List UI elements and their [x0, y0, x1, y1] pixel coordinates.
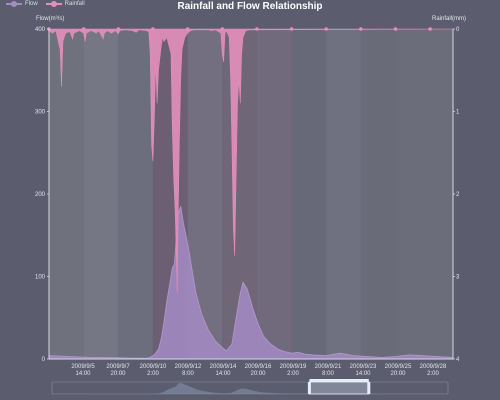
legend-item-flow[interactable]: Flow [6, 1, 38, 7]
background-band-0 [49, 29, 84, 359]
x-tick-time-0: 14:00 [75, 371, 91, 377]
background-band-2 [118, 29, 153, 359]
left-tick-label-0: 0 [42, 357, 46, 363]
chart-title: Rainfall and Flow Relationship [177, 1, 323, 12]
rainfall-marker-2 [116, 27, 121, 31]
x-tick-time-7: 8:00 [322, 371, 334, 377]
right-tick-label-3: 3 [456, 275, 460, 281]
rainfall-marker-11 [428, 27, 432, 31]
flow-area [48, 206, 454, 360]
background-band-8 [326, 29, 361, 359]
rainfall-marker-7 [289, 27, 294, 31]
legend-label-flow: Flow [25, 1, 38, 7]
x-tick-date-8: 2009/9/23 [350, 364, 377, 370]
rainfall-marker-8 [324, 27, 328, 31]
flow-legend-swatch [6, 1, 22, 7]
left-tick-label-100: 100 [35, 275, 46, 281]
x-tick-time-8: 14:00 [355, 371, 371, 377]
background-band-10 [395, 29, 453, 359]
left-tick-label-400: 400 [35, 27, 46, 33]
legend-item-rainfall[interactable]: Rainfall [45, 1, 85, 7]
rainfall-marker-6 [255, 27, 259, 31]
right-axis-name: Rainfall(mm) [431, 16, 466, 22]
x-tick-time-3: 8:00 [182, 371, 194, 377]
legend-label-rainfall: Rainfall [64, 1, 85, 7]
background-band-6 [256, 29, 292, 359]
x-tick-date-2: 2009/9/10 [140, 364, 167, 370]
x-tick-date-10: 2009/9/28 [420, 364, 447, 370]
legend: Flow Rainfall [6, 1, 85, 7]
x-tick-date-5: 2009/9/16 [245, 364, 272, 370]
x-tick-time-6: 2:00 [287, 371, 299, 377]
rainfall-area [48, 28, 454, 294]
left-axis-name: Flow(m³/s) [36, 16, 65, 22]
zoom-handle-right[interactable] [367, 382, 371, 394]
x-tick-date-9: 2009/9/25 [385, 364, 412, 370]
right-tick-label-0: 0 [456, 27, 460, 33]
background-band-1 [83, 29, 119, 359]
zoom-move-handle[interactable] [309, 379, 369, 382]
x-tick-date-4: 2009/9/14 [210, 364, 237, 370]
x-tick-time-1: 20:00 [110, 371, 126, 377]
x-tick-time-9: 20:00 [390, 371, 406, 377]
x-tick-time-4: 14:00 [215, 371, 231, 377]
rainfall-marker-9 [359, 27, 363, 31]
zoom-handle-left[interactable] [307, 382, 311, 394]
zoom-preview [52, 382, 448, 394]
background-band-7 [291, 29, 327, 359]
x-tick-date-0: 2009/9/5 [71, 364, 95, 370]
right-tick-label-4: 4 [456, 357, 460, 363]
rainfall-marker-1 [81, 27, 86, 31]
right-tick-label-1: 1 [456, 110, 460, 116]
x-tick-time-2: 2:00 [147, 371, 159, 377]
x-tick-time-10: 2:00 [427, 371, 439, 377]
zoom-window[interactable] [308, 381, 370, 395]
x-tick-time-5: 20:00 [250, 371, 266, 377]
right-tick-label-2: 2 [456, 192, 460, 198]
background-band-9 [360, 29, 396, 359]
rainfall-marker-10 [393, 27, 398, 31]
x-tick-date-7: 2009/9/21 [315, 364, 342, 370]
rainfall-marker-4 [185, 27, 190, 31]
rainfall-marker-3 [151, 27, 155, 31]
x-tick-date-1: 2009/9/7 [106, 364, 130, 370]
rainfall-marker-5 [220, 27, 225, 31]
x-tick-date-3: 2009/9/12 [175, 364, 202, 370]
x-tick-date-6: 2009/9/19 [280, 364, 307, 370]
left-tick-label-300: 300 [35, 110, 46, 116]
rainfall-legend-swatch [45, 1, 62, 7]
left-tick-label-200: 200 [35, 192, 46, 198]
